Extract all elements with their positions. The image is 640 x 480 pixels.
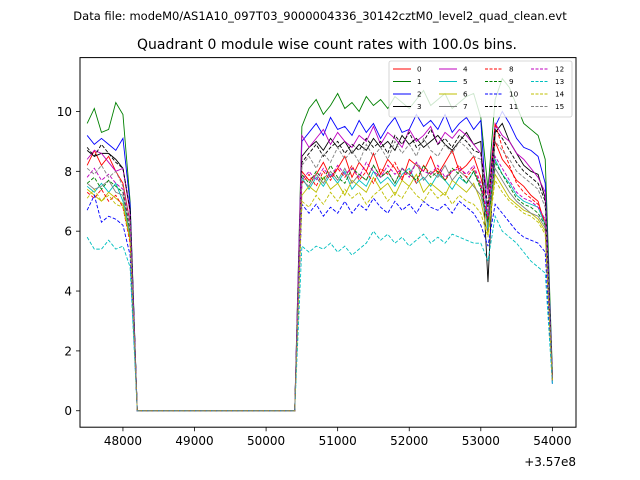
series-line-8 xyxy=(86,123,553,412)
y-tick-label: 2 xyxy=(64,344,72,358)
legend-label-10: 10 xyxy=(509,90,519,99)
series-line-11 xyxy=(86,128,553,412)
legend-label-6: 6 xyxy=(463,90,468,99)
series-line-15 xyxy=(86,137,553,412)
x-offset-label: +3.57e8 xyxy=(524,455,576,469)
legend-label-1: 1 xyxy=(417,77,422,86)
chart-suptitle: Data file: modeM0/AS1A10_097T03_90000043… xyxy=(73,9,567,23)
x-tick-label: 48000 xyxy=(104,434,142,448)
y-tick-label: 10 xyxy=(57,105,72,119)
legend-label-13: 13 xyxy=(555,77,564,86)
legend-label-8: 8 xyxy=(509,65,514,74)
y-tick-label: 0 xyxy=(64,404,72,418)
y-axis: 0 2 4 6 8 10 xyxy=(57,105,80,418)
legend-box xyxy=(388,60,573,118)
x-axis: 48000 49000 50000 51000 52000 53000 54000 xyxy=(104,427,571,448)
legend-label-12: 12 xyxy=(555,65,564,74)
x-tick-label: 50000 xyxy=(247,434,285,448)
legend-label-0: 0 xyxy=(417,65,422,74)
legend-label-4: 4 xyxy=(463,65,468,74)
legend-label-14: 14 xyxy=(555,90,565,99)
series-line-14 xyxy=(86,178,553,412)
x-tick-label: 52000 xyxy=(390,434,428,448)
legend-label-5: 5 xyxy=(463,77,468,86)
legend-label-15: 15 xyxy=(555,102,564,111)
series-line-10 xyxy=(86,193,553,412)
y-tick-label: 6 xyxy=(64,225,72,239)
x-tick-label: 54000 xyxy=(533,434,571,448)
axes-frame xyxy=(79,57,577,428)
x-tick-label: 51000 xyxy=(319,434,357,448)
legend-label-9: 9 xyxy=(509,77,514,86)
legend-label-3: 3 xyxy=(417,102,422,111)
x-tick-label: 49000 xyxy=(175,434,213,448)
legend-label-11: 11 xyxy=(509,102,518,111)
legend-label-7: 7 xyxy=(463,102,468,111)
legend-label-2: 2 xyxy=(417,90,422,99)
chart-title: Quadrant 0 module wise count rates with … xyxy=(137,37,517,53)
series-layer xyxy=(86,77,553,412)
y-tick-label: 8 xyxy=(64,165,72,179)
y-tick-label: 4 xyxy=(64,285,72,299)
x-tick-label: 53000 xyxy=(462,434,500,448)
